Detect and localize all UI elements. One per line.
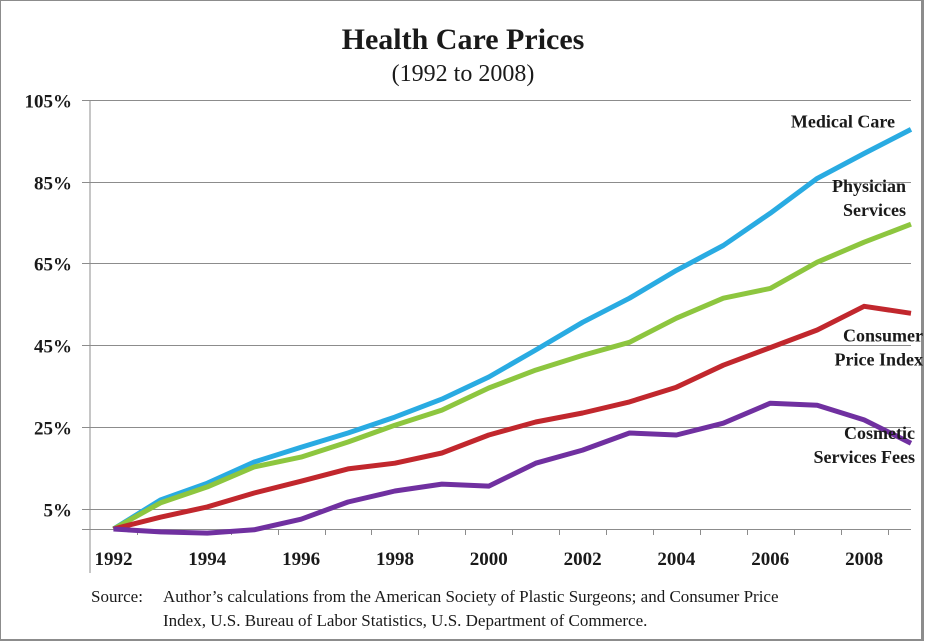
series-labels: Medical Care Physician Services Consumer Pri…: [791, 111, 923, 467]
x-tick-label: 1998: [376, 549, 414, 570]
series-line-cosmetic-services-fees: [113, 400, 913, 536]
series-line-physician-services: [112, 221, 912, 532]
y-tick-label: 45%: [34, 337, 72, 358]
y-tick-label: 25%: [34, 419, 72, 440]
series-label-consumer-price-index: Consumer: [843, 325, 923, 345]
x-tick-label: 2004: [657, 549, 696, 570]
y-tick-label: 105%: [25, 92, 73, 113]
source-label: Source:: [91, 587, 143, 606]
series-lines: [112, 127, 913, 536]
source-note: Source: Author’s calculations from the Am…: [91, 585, 911, 633]
chart-title: Health Care Prices: [342, 23, 585, 56]
source-line-2: Index, U.S. Bureau of Labor Statistics, …: [163, 611, 648, 630]
x-tick-label: 1992: [94, 549, 132, 570]
x-tick-label: 2002: [564, 549, 602, 570]
y-tick-label: 85%: [34, 174, 72, 195]
x-axis-ticks: 1992 1994 1996 1998 2000 2002 2004 2006 2008: [94, 549, 883, 570]
gridlines: [82, 100, 911, 510]
series-line-consumer-price-index: [112, 303, 912, 532]
y-tick-label: 5%: [44, 501, 73, 522]
chart-subtitle: (1992 to 2008): [392, 61, 535, 87]
series-label-physician-services: Services: [843, 200, 906, 220]
series-label-cosmetic-services-fees: Cosmetic: [844, 423, 915, 443]
y-tick-label: 65%: [34, 255, 72, 276]
x-tick-label: 2008: [845, 549, 883, 570]
series-label-medical-care: Medical Care: [791, 111, 895, 131]
x-tick-label: 2000: [470, 549, 508, 570]
x-tick-label: 1994: [188, 549, 227, 570]
y-axis-ticks: 105% 85% 65% 45% 25% 5%: [25, 92, 73, 522]
series-line-medical-care: [112, 127, 913, 532]
source-line-1: Author’s calculations from the American …: [163, 587, 779, 606]
x-tick-label: 2006: [751, 549, 789, 570]
axes: [82, 100, 911, 573]
series-label-cosmetic-services-fees: Services Fees: [814, 447, 915, 467]
x-tick-label: 1996: [282, 549, 320, 570]
series-label-physician-services: Physician: [832, 176, 906, 196]
series-label-consumer-price-index: Price Index: [835, 349, 923, 369]
